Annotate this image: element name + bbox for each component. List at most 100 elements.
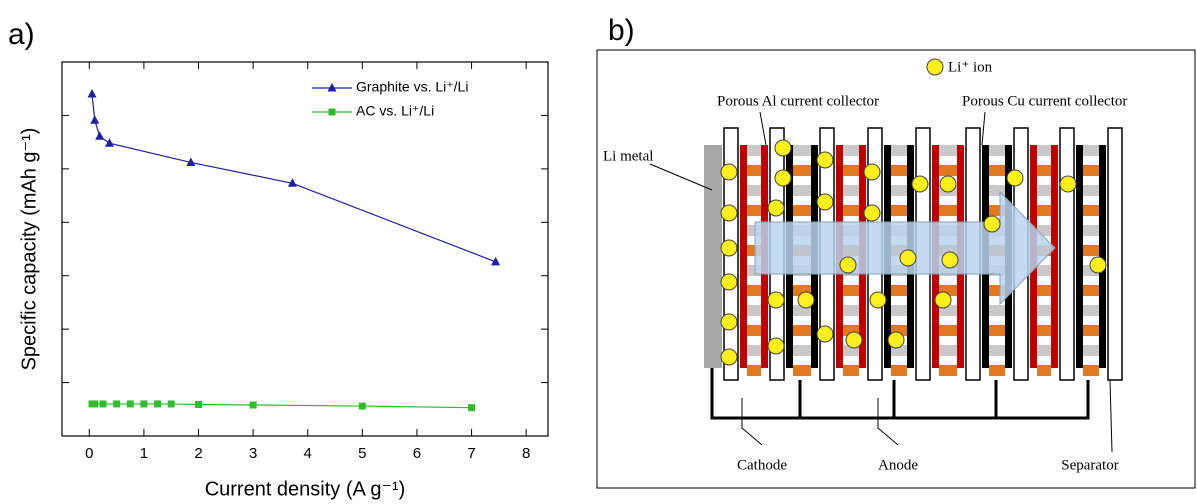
- x-tick-label: 7: [467, 445, 475, 462]
- electrode-band: [989, 145, 1005, 156]
- electrode-band: [939, 325, 957, 336]
- electrode-band: [1037, 145, 1051, 156]
- li-ion-key: [927, 59, 943, 75]
- separator: [1060, 128, 1074, 380]
- panel-label: a): [8, 18, 35, 51]
- electrode-band: [989, 305, 1005, 316]
- x-tick-label: 2: [194, 445, 202, 462]
- series-line: [92, 94, 496, 262]
- diagram-label: Li metal: [603, 148, 653, 164]
- li-ion: [984, 216, 1000, 232]
- li-ion: [1090, 257, 1106, 273]
- electrode-band: [891, 145, 907, 156]
- li-ion: [846, 332, 862, 348]
- point: [91, 400, 98, 407]
- electrode-band: [1037, 265, 1051, 276]
- point: [140, 400, 147, 407]
- electrode-band: [793, 325, 811, 336]
- electrode-band: [891, 305, 907, 316]
- electrode-band: [989, 365, 1005, 376]
- electrode-band: [1083, 345, 1099, 356]
- electrode-band: [1083, 305, 1099, 316]
- point: [250, 402, 257, 409]
- x-tick-label: 1: [140, 445, 148, 462]
- li-ion: [940, 176, 956, 192]
- electrode-band: [989, 325, 1005, 336]
- li-ion: [942, 252, 958, 268]
- electrode-band: [747, 325, 761, 336]
- point: [168, 400, 175, 407]
- electrode-band: [1037, 345, 1051, 356]
- collector: [1076, 145, 1083, 368]
- electrode-band: [747, 165, 761, 176]
- electrode-band: [843, 305, 859, 316]
- x-tick-label: 6: [413, 445, 421, 462]
- li-metal: [704, 145, 722, 368]
- point: [113, 400, 120, 407]
- li-ion: [864, 205, 880, 221]
- point: [95, 131, 104, 140]
- plot-frame: [62, 62, 548, 436]
- x-tick-label: 5: [358, 445, 366, 462]
- electrode-band: [843, 145, 859, 156]
- electrode-band: [1083, 285, 1099, 296]
- legend-label: Li⁺ ion: [948, 59, 993, 75]
- electrode-band: [891, 205, 907, 216]
- li-ion: [768, 200, 784, 216]
- point: [88, 89, 97, 98]
- electrode-band: [747, 365, 761, 376]
- li-ion: [870, 292, 886, 308]
- x-tick-label: 4: [304, 445, 312, 462]
- legend-label: Graphite vs. Li⁺/Li: [356, 79, 468, 95]
- electrode-band: [793, 345, 811, 356]
- electrode-band: [939, 145, 957, 156]
- figure: a) b) 012345678Current density (A g⁻¹)Sp…: [0, 0, 1197, 504]
- li-ion: [900, 250, 916, 266]
- x-tick-label: 0: [85, 445, 93, 462]
- collector: [1099, 145, 1106, 368]
- electrode-band: [989, 165, 1005, 176]
- point: [99, 400, 106, 407]
- x-axis-label: Current density (A g⁻¹): [205, 478, 406, 500]
- electrode-band: [793, 205, 811, 216]
- diagram-b: Li⁺ ion Porous Al current collector Porous…: [597, 50, 1195, 488]
- y-axis-label: Specific capacity (mAh g⁻¹): [18, 128, 40, 371]
- electrode-band: [843, 205, 859, 216]
- electrode-band: [747, 345, 761, 356]
- electrode-band: [939, 205, 957, 216]
- electrode-band: [843, 285, 859, 296]
- li-ion: [1060, 176, 1076, 192]
- diagram-label: Porous Cu current collector: [962, 93, 1127, 109]
- li-ion: [817, 194, 833, 210]
- li-ion: [840, 257, 856, 273]
- electrode-band: [1037, 205, 1051, 216]
- point: [359, 403, 366, 410]
- electrode-band: [747, 145, 761, 156]
- point: [127, 400, 134, 407]
- li-ion: [864, 164, 880, 180]
- electrode-band: [1037, 305, 1051, 316]
- li-ion: [721, 314, 737, 330]
- electrode-band: [891, 185, 907, 196]
- electrode-band: [1083, 245, 1099, 256]
- electrode-band: [939, 345, 957, 356]
- diagram-label: Anode: [878, 457, 918, 473]
- electrode-band: [1037, 365, 1051, 376]
- electrode-band: [747, 285, 761, 296]
- electrode-band: [793, 365, 811, 376]
- li-ion: [721, 240, 737, 256]
- electrode-band: [1037, 285, 1051, 296]
- electrode-band: [939, 365, 957, 376]
- electrode-band: [891, 165, 907, 176]
- x-tick-label: 8: [522, 445, 530, 462]
- li-ion: [768, 338, 784, 354]
- li-ion: [721, 274, 737, 290]
- diagram-label: Porous Al current collector: [717, 93, 879, 109]
- electrode-band: [891, 365, 907, 376]
- electrode-band: [1037, 185, 1051, 196]
- electrode-band: [1083, 225, 1099, 236]
- li-ion: [721, 205, 737, 221]
- li-ion: [1007, 170, 1023, 186]
- li-ion: [817, 152, 833, 168]
- x-tick-label: 3: [249, 445, 257, 462]
